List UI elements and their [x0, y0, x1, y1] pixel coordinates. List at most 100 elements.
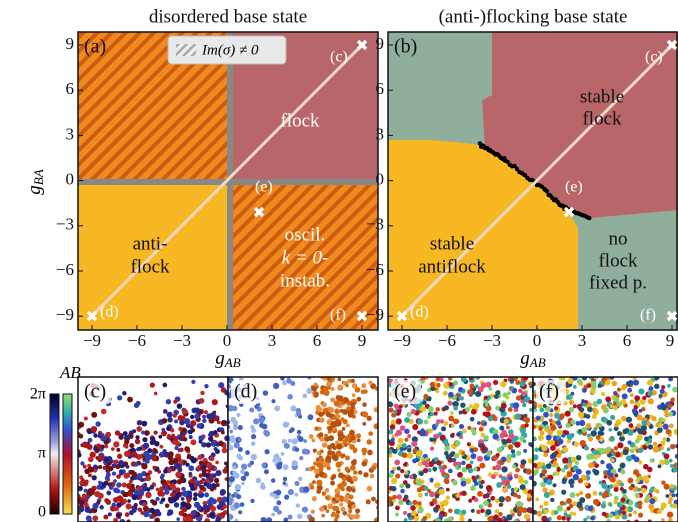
particle	[664, 453, 670, 459]
region-label: flock	[582, 108, 622, 129]
particle	[150, 440, 155, 445]
particle	[156, 488, 160, 492]
region-label: oscil.	[285, 224, 326, 245]
particle	[542, 465, 547, 470]
particle	[346, 423, 350, 427]
particle	[477, 421, 481, 425]
particle	[609, 493, 613, 497]
particle	[523, 375, 528, 380]
particle	[125, 473, 131, 479]
particle	[116, 482, 121, 487]
particle	[644, 437, 649, 442]
particle	[350, 465, 356, 471]
particle	[181, 497, 185, 501]
particle	[633, 445, 637, 449]
particle	[424, 419, 429, 424]
particle	[315, 474, 319, 478]
particle	[115, 430, 120, 435]
particle	[288, 439, 292, 443]
point-label: (c)	[645, 49, 663, 66]
particle	[614, 397, 620, 403]
particle	[562, 447, 568, 453]
particle	[407, 452, 413, 458]
particle	[99, 495, 103, 499]
particle	[250, 425, 255, 430]
particle	[404, 429, 409, 434]
particle	[620, 483, 624, 487]
particle	[167, 509, 173, 515]
particle	[420, 428, 424, 432]
particle	[499, 426, 504, 431]
particle	[98, 455, 104, 461]
particle	[152, 466, 156, 470]
x-tick-label: 0	[533, 331, 542, 350]
particle	[524, 480, 529, 485]
particle	[395, 474, 400, 479]
particle	[435, 494, 439, 498]
particle	[441, 426, 446, 431]
particle	[335, 414, 340, 419]
particle	[168, 497, 174, 503]
particle	[443, 391, 448, 396]
particle	[475, 384, 479, 388]
particle	[330, 481, 335, 486]
particle	[322, 491, 327, 496]
particle	[491, 474, 496, 479]
particle	[163, 409, 168, 414]
particle	[549, 492, 553, 496]
y-tick-label: 9	[376, 34, 385, 53]
particle	[477, 456, 483, 462]
particle	[303, 439, 307, 443]
particle	[209, 497, 214, 502]
particle	[427, 415, 431, 419]
particle	[440, 435, 446, 441]
particle	[282, 421, 288, 427]
particle	[591, 380, 597, 386]
particle	[467, 426, 471, 430]
particle	[132, 472, 138, 478]
particle	[327, 466, 331, 470]
particle	[670, 464, 674, 468]
particle	[138, 508, 142, 512]
particle	[526, 469, 532, 475]
x-tick-label: −3	[173, 331, 191, 350]
particle	[119, 471, 124, 476]
particle	[143, 443, 149, 449]
particle	[660, 446, 664, 450]
particle	[87, 444, 93, 450]
y-tick-label: 0	[376, 170, 385, 189]
particle	[363, 389, 368, 394]
particle	[451, 424, 455, 428]
particle	[129, 510, 134, 515]
particle	[141, 421, 147, 427]
particle	[104, 457, 109, 462]
particle	[609, 484, 613, 488]
particle	[417, 487, 422, 492]
particle	[428, 406, 434, 412]
particle	[493, 380, 498, 385]
particle	[332, 506, 337, 511]
particle	[672, 387, 678, 393]
particle	[459, 516, 464, 521]
particle	[506, 426, 510, 430]
particle	[245, 450, 250, 455]
particle	[635, 439, 640, 444]
particle	[167, 435, 172, 440]
particle	[538, 426, 543, 431]
particle	[312, 439, 316, 443]
particle	[573, 404, 577, 408]
particle	[154, 441, 160, 447]
particle	[194, 408, 200, 414]
particle	[247, 463, 251, 467]
particle	[660, 389, 665, 394]
particle	[501, 457, 507, 463]
particle	[584, 482, 588, 486]
particle	[657, 427, 663, 433]
particle	[275, 490, 281, 496]
particle	[208, 436, 213, 441]
particle	[586, 454, 592, 460]
particle	[610, 404, 614, 408]
particle	[416, 480, 422, 486]
particle	[565, 423, 570, 428]
particle	[92, 475, 97, 480]
